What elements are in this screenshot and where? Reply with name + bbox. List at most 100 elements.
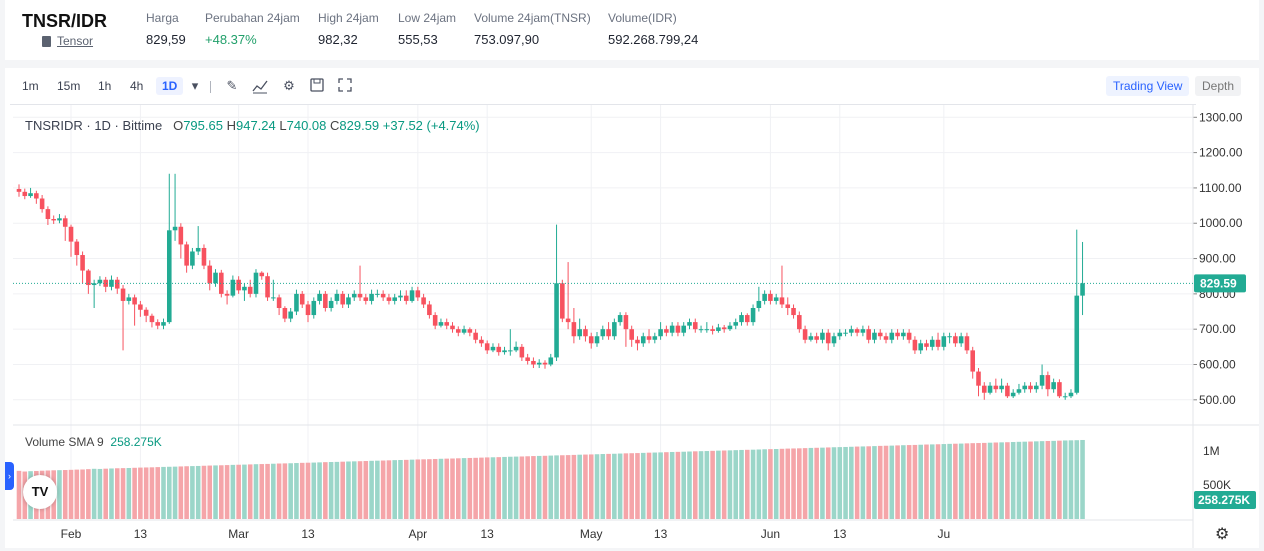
candle-body [415,290,421,298]
candle-body [837,332,843,337]
fullscreen-icon[interactable] [337,78,353,94]
volume-bar [831,447,837,519]
chart-settings-gear-icon[interactable]: ⚙ [1215,526,1230,543]
token-link[interactable]: Tensor [42,34,93,48]
volume-bar [1022,441,1028,519]
price-tick-label: 1000.00 [1199,216,1243,230]
volume-bar [62,470,68,519]
volume-bar [467,457,473,519]
volume-bar [398,459,403,519]
stat-volume-tnsr: Volume 24jam(TNSR) 753.097,90 [474,11,591,47]
volume-bar [808,447,814,519]
candle-body [201,247,207,266]
price-tick-label: 1200.00 [1199,146,1243,160]
volume-bar [91,468,97,519]
volume-bar [525,456,530,519]
volume-bar [155,467,161,519]
candle-body [588,336,594,344]
volume-bar [74,469,80,519]
candle-body [635,339,640,344]
candle-body [155,322,161,326]
candle-body [328,300,334,308]
volume-bar [114,468,120,519]
candle-body [849,329,854,333]
token-link-label[interactable]: Tensor [57,34,94,48]
current-volume-badge [1194,491,1256,509]
timeframe-4h[interactable]: 4h [130,79,144,93]
volume-bar [484,457,490,519]
timeframe-1d[interactable]: 1D [156,77,184,95]
candle-body [866,329,871,340]
price-tick-label: 600.00 [1199,357,1236,371]
stat-label: High 24jam [318,11,379,25]
volume-bar [86,469,91,519]
volume-bar [935,444,941,519]
price-chart[interactable]: 500.00600.00700.00800.00900.001000.00110… [5,68,1259,548]
depth-button[interactable]: Depth [1195,76,1242,96]
volume-bar [681,451,687,519]
candle-body [450,325,455,330]
volume-bar [565,455,571,519]
indicator-icon[interactable] [252,78,268,94]
timeframe-1h[interactable]: 1h [98,79,112,93]
candle-body [427,304,432,316]
volume-bar [739,449,744,519]
candle-body [236,279,241,291]
current-price-label: 829.59 [1200,276,1237,290]
candle-body [28,193,33,197]
volume-bar [236,464,241,519]
volume-bar [883,445,889,519]
stat-low: Low 24jam 555,53 [398,11,456,47]
candle-body [51,219,56,221]
volume-bar [854,446,860,519]
candle-body [958,336,964,344]
volume-bar [646,452,652,519]
tradingview-logo[interactable]: TV [23,475,57,509]
candle-body [779,297,785,305]
volume-bar [1039,441,1045,519]
volume-bar [334,461,340,519]
volume-bar [242,464,247,519]
volume-bar [305,462,311,519]
volume-bar [658,452,663,519]
candle-body [548,357,554,365]
timeframe-1m[interactable]: 1m [22,79,39,93]
volume-bar [733,450,739,519]
candle-body [560,283,565,319]
candle-body [577,329,582,337]
candle-body [1039,375,1045,386]
candle-body [773,297,779,301]
save-icon[interactable] [309,78,325,94]
candle-body [733,322,739,326]
candle-body [97,279,103,284]
candle-body [554,283,559,358]
volume-bar [149,467,155,519]
volume-bar [612,453,617,519]
trading-view-button[interactable]: Trading View [1106,76,1190,96]
volume-bar [346,461,351,519]
candle-body [369,293,374,301]
volume-bar [496,457,502,519]
volume-bar [161,466,166,519]
volume-bar [675,451,681,519]
candle-body [906,332,912,340]
stat-label: Harga [146,11,179,25]
candle-body [970,350,976,372]
candle-body [1045,375,1051,390]
candle-body [490,346,496,351]
time-axis-label: Feb [61,527,82,541]
candle-body [467,329,473,333]
chevron-down-icon[interactable]: ▾ [191,78,199,93]
candle-body [814,336,819,340]
pencil-icon[interactable]: ✎ [226,78,238,93]
candle-body [716,327,721,331]
volume-bar [103,468,108,519]
candle-body [594,336,600,344]
volume-bar [669,451,675,519]
high-value: 947.24 [235,118,276,133]
timeframe-15m[interactable]: 15m [57,79,81,93]
sidebar-toggle-handle[interactable]: › [5,462,14,490]
volume-bar [635,453,640,519]
gear-icon[interactable]: ⚙ [283,78,295,93]
close-value: 829.59 [339,118,380,133]
